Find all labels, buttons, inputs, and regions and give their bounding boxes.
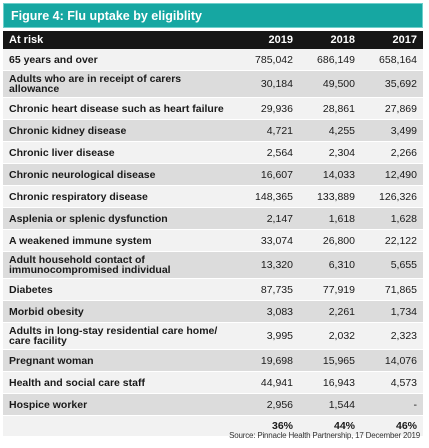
value-2017: 3,499 <box>361 119 423 142</box>
table-row: Chronic kidney disease 4,721 4,255 3,499 <box>3 119 423 142</box>
value-2019: 785,042 <box>237 49 299 71</box>
row-label: Chronic heart disease such as heart fail… <box>3 97 237 120</box>
value-2018: 26,800 <box>299 229 361 252</box>
value-2017: 5,655 <box>361 251 423 279</box>
row-label: Adults who are in receipt of carers allo… <box>3 70 237 98</box>
source-note: Source: Pinnacle Health Partnership, 17 … <box>229 431 420 440</box>
value-2018: 2,032 <box>299 322 361 350</box>
row-label: Adults in long-stay residential care hom… <box>3 322 237 350</box>
value-2018: 1,544 <box>299 393 361 416</box>
value-2019: 3,083 <box>237 300 299 323</box>
row-label: Asplenia or splenic dysfunction <box>3 207 237 230</box>
value-2019: 13,320 <box>237 251 299 279</box>
totals-label <box>3 415 237 437</box>
row-label: A weakened immune system <box>3 229 237 252</box>
value-2018: 2,304 <box>299 141 361 164</box>
value-2017: 126,326 <box>361 185 423 208</box>
row-label: Pregnant woman <box>3 349 237 372</box>
table-row: Health and social care staff 44,941 16,9… <box>3 371 423 394</box>
table-row: Adults in long-stay residential care hom… <box>3 322 423 350</box>
value-2017: 12,490 <box>361 163 423 186</box>
value-2018: 16,943 <box>299 371 361 394</box>
value-2019: 2,956 <box>237 393 299 416</box>
header-year-2018: 2018 <box>299 31 361 49</box>
table-row: Diabetes 87,735 77,919 71,865 <box>3 278 423 301</box>
value-2017: 2,323 <box>361 322 423 350</box>
value-2018: 1,618 <box>299 207 361 230</box>
total-2017: 46% <box>361 415 423 437</box>
flu-uptake-table: At risk 2019 2018 2017 65 years and over… <box>3 31 423 437</box>
value-2019: 33,074 <box>237 229 299 252</box>
table-row: Chronic heart disease such as heart fail… <box>3 97 423 120</box>
table-row: A weakened immune system 33,074 26,800 2… <box>3 229 423 252</box>
row-label: Chronic neurological disease <box>3 163 237 186</box>
value-2019: 2,564 <box>237 141 299 164</box>
header-at-risk: At risk <box>3 31 237 49</box>
table-row: Chronic respiratory disease 148,365 133,… <box>3 185 423 208</box>
value-2019: 2,147 <box>237 207 299 230</box>
value-2017: 2,266 <box>361 141 423 164</box>
table-row: Morbid obesity 3,083 2,261 1,734 <box>3 300 423 323</box>
table-row: Asplenia or splenic dysfunction 2,147 1,… <box>3 207 423 230</box>
total-2018: 44% <box>299 415 361 437</box>
value-2019: 3,995 <box>237 322 299 350</box>
table-row: 65 years and over 785,042 686,149 658,16… <box>3 49 423 71</box>
row-label: 65 years and over <box>3 49 237 71</box>
value-2017: 1,734 <box>361 300 423 323</box>
header-year-2017: 2017 <box>361 31 423 49</box>
value-2017: 71,865 <box>361 278 423 301</box>
row-label: Adult household contact of immunocomprom… <box>3 251 237 279</box>
table-header-row: At risk 2019 2018 2017 <box>3 31 423 49</box>
row-label: Morbid obesity <box>3 300 237 323</box>
value-2018: 14,033 <box>299 163 361 186</box>
value-2018: 49,500 <box>299 70 361 98</box>
value-2018: 15,965 <box>299 349 361 372</box>
value-2019: 4,721 <box>237 119 299 142</box>
table-row: Hospice worker 2,956 1,544 - <box>3 393 423 416</box>
value-2019: 16,607 <box>237 163 299 186</box>
table-row: Chronic liver disease 2,564 2,304 2,266 <box>3 141 423 164</box>
table-row: Adult household contact of immunocomprom… <box>3 251 423 279</box>
value-2018: 6,310 <box>299 251 361 279</box>
header-year-2019: 2019 <box>237 31 299 49</box>
value-2018: 28,861 <box>299 97 361 120</box>
row-label: Hospice worker <box>3 393 237 416</box>
value-2018: 4,255 <box>299 119 361 142</box>
value-2019: 148,365 <box>237 185 299 208</box>
value-2019: 87,735 <box>237 278 299 301</box>
total-2019: 36% <box>237 415 299 437</box>
value-2018: 77,919 <box>299 278 361 301</box>
totals-row: 36% 44% 46% <box>3 415 423 437</box>
value-2019: 30,184 <box>237 70 299 98</box>
value-2017: - <box>361 393 423 416</box>
row-label: Diabetes <box>3 278 237 301</box>
value-2018: 2,261 <box>299 300 361 323</box>
table-row: Pregnant woman 19,698 15,965 14,076 <box>3 349 423 372</box>
value-2018: 133,889 <box>299 185 361 208</box>
figure-title: Figure 4: Flu uptake by eligiblity <box>3 3 423 28</box>
value-2017: 1,628 <box>361 207 423 230</box>
value-2019: 44,941 <box>237 371 299 394</box>
value-2019: 19,698 <box>237 349 299 372</box>
value-2017: 658,164 <box>361 49 423 71</box>
table-row: Adults who are in receipt of carers allo… <box>3 70 423 98</box>
value-2017: 4,573 <box>361 371 423 394</box>
value-2019: 29,936 <box>237 97 299 120</box>
value-2017: 35,692 <box>361 70 423 98</box>
row-label: Chronic respiratory disease <box>3 185 237 208</box>
row-label: Health and social care staff <box>3 371 237 394</box>
row-label: Chronic liver disease <box>3 141 237 164</box>
row-label: Chronic kidney disease <box>3 119 237 142</box>
value-2017: 14,076 <box>361 349 423 372</box>
value-2017: 22,122 <box>361 229 423 252</box>
table-row: Chronic neurological disease 16,607 14,0… <box>3 163 423 186</box>
value-2018: 686,149 <box>299 49 361 71</box>
value-2017: 27,869 <box>361 97 423 120</box>
